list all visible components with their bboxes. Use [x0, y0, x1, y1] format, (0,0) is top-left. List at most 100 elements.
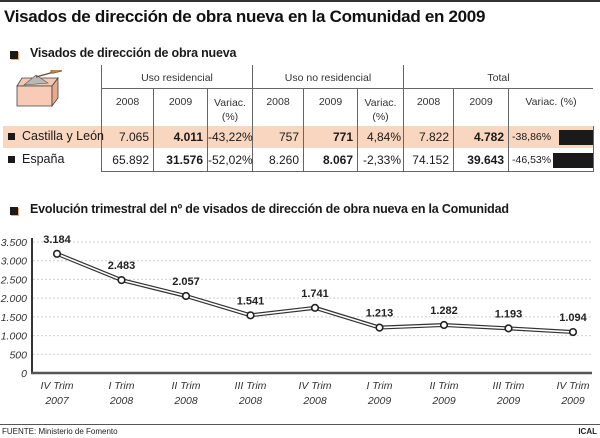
data-label: 1.094 — [559, 312, 587, 324]
row-label-castilla-leon: Castilla y León — [8, 129, 104, 143]
y-tick-label: 1.000 — [1, 331, 27, 343]
data-point — [181, 291, 191, 301]
source-note: FUENTE: Ministerio de Fomento — [2, 427, 118, 436]
group-divider — [403, 65, 404, 171]
y-tick-label: 0 — [21, 368, 27, 380]
data-point — [117, 275, 126, 285]
table-section-title: Visados de dirección de obra nueva — [30, 46, 237, 60]
variac-label-top: Variac. — [214, 97, 246, 109]
table-cell-variac-total: -46,53% — [512, 154, 552, 166]
table-cell: -52,02% — [208, 153, 253, 167]
section-bullet-icon — [10, 51, 18, 59]
data-label: 3.184 — [43, 234, 71, 246]
group-header-residencial: Uso residencial — [141, 72, 213, 84]
group-divider — [252, 65, 253, 171]
row-bullet-icon — [8, 132, 15, 140]
col-header-variac-total: Variac. (%) — [525, 96, 577, 108]
x-tick-label: IV Trim — [298, 380, 331, 392]
trowel-brick-icon — [16, 70, 62, 108]
x-tick-label: I Trim — [366, 380, 392, 392]
x-tick-label: IV Trim — [556, 380, 589, 392]
data-point — [246, 311, 255, 320]
table-cell: 4.782 — [473, 130, 504, 144]
top-rule — [0, 0, 600, 2]
row-label-text: España — [22, 152, 65, 166]
x-tick-label-year: 2008 — [173, 395, 198, 407]
table-cell: -43,22% — [208, 130, 253, 144]
col-header-2008: 2008 — [266, 96, 290, 108]
y-tick-label: 2.500 — [0, 274, 27, 286]
table-cell: 39.643 — [467, 153, 504, 167]
data-label: 2.483 — [108, 260, 136, 272]
col-divider — [153, 88, 154, 171]
table-border-right — [593, 126, 594, 171]
y-tick-label: 3.500 — [1, 237, 27, 249]
line-chart: 0 500 1.000 1.500 2.000 2.500 3.000 3.500 3.184… — [0, 234, 592, 407]
y-tick-label: 3.000 — [1, 256, 27, 268]
footer-rule — [0, 424, 600, 425]
section-bullet-icon — [10, 207, 18, 215]
x-tick-label-year: 2008 — [109, 395, 134, 407]
x-tick-label-year: 2007 — [44, 395, 70, 407]
highlight-row-bg — [3, 126, 593, 148]
x-tick-label-year: 2009 — [431, 395, 456, 407]
credit: ICAL — [578, 427, 597, 436]
variac-label-bottom: (%) — [372, 111, 389, 123]
data-point — [52, 249, 62, 258]
table-cell: 757 — [278, 130, 299, 144]
x-tick-label-year: 2008 — [238, 395, 263, 407]
col-header-2008: 2008 — [416, 96, 441, 108]
col-header-2009: 2009 — [168, 96, 193, 108]
row-label-text: Castilla y León — [22, 129, 104, 143]
col-divider — [207, 88, 208, 171]
data-label: 1.541 — [237, 295, 265, 307]
x-tick-label: II Trim — [172, 380, 201, 392]
data-label: 1.282 — [430, 305, 458, 317]
x-tick-label: III Trim — [235, 380, 267, 392]
x-tick-label-year: 2008 — [302, 395, 327, 407]
table-border-left — [101, 65, 102, 171]
x-tick-label: III Trim — [493, 380, 525, 392]
table-cell: 65.892 — [112, 153, 149, 167]
x-tick-label-year: 2009 — [496, 395, 521, 407]
x-tick-label-year: 2009 — [560, 395, 585, 407]
table-cell: 74.152 — [412, 153, 449, 167]
col-header-2009: 2009 — [318, 96, 343, 108]
x-tick-label: IV Trim — [40, 380, 73, 392]
col-divider — [303, 88, 304, 171]
data-point — [504, 324, 513, 333]
table-cell-variac-total: -38,86% — [512, 131, 552, 143]
data-label: 1.213 — [366, 308, 394, 320]
group-header-total: Total — [487, 72, 510, 84]
table-cell: 4,84% — [366, 130, 401, 144]
group-header-no-residencial: Uso no residencial — [284, 72, 372, 84]
row-bullet-icon — [8, 155, 15, 163]
x-tick-label: I Trim — [108, 380, 134, 392]
table-bottom-rule — [101, 171, 594, 172]
y-tick-label: 1.500 — [1, 312, 27, 324]
x-tick-label-year: 2009 — [367, 395, 392, 407]
variac-bar — [559, 130, 593, 145]
col-divider — [357, 88, 358, 171]
page-title: Visados de dirección de obra nueva en la… — [4, 7, 486, 26]
col-header-variac: Variac. (%) — [208, 96, 252, 124]
data-label: 1.741 — [301, 288, 329, 300]
table-cell: 771 — [332, 130, 353, 144]
data-point — [439, 320, 449, 330]
data-point — [375, 323, 384, 332]
data-label: 2.057 — [172, 276, 200, 288]
y-tick-label: 2.000 — [0, 293, 27, 305]
table-cell: 7.065 — [118, 130, 149, 144]
y-tick-label: 500 — [9, 349, 27, 361]
table-cell: -2,33% — [362, 153, 401, 167]
table-cell: 7.822 — [418, 130, 449, 144]
x-tick-label: II Trim — [430, 380, 459, 392]
data-point — [568, 327, 578, 337]
group-header-rule — [101, 88, 593, 89]
variac-label-top: Variac. — [364, 97, 397, 109]
table-cell: 8.260 — [268, 153, 299, 167]
table-cell: 31.576 — [166, 153, 203, 167]
chart-section-title: Evolución trimestral del nº de visados d… — [30, 202, 509, 216]
data-point — [310, 303, 320, 312]
col-header-variac: Variac. (%) — [358, 96, 403, 124]
